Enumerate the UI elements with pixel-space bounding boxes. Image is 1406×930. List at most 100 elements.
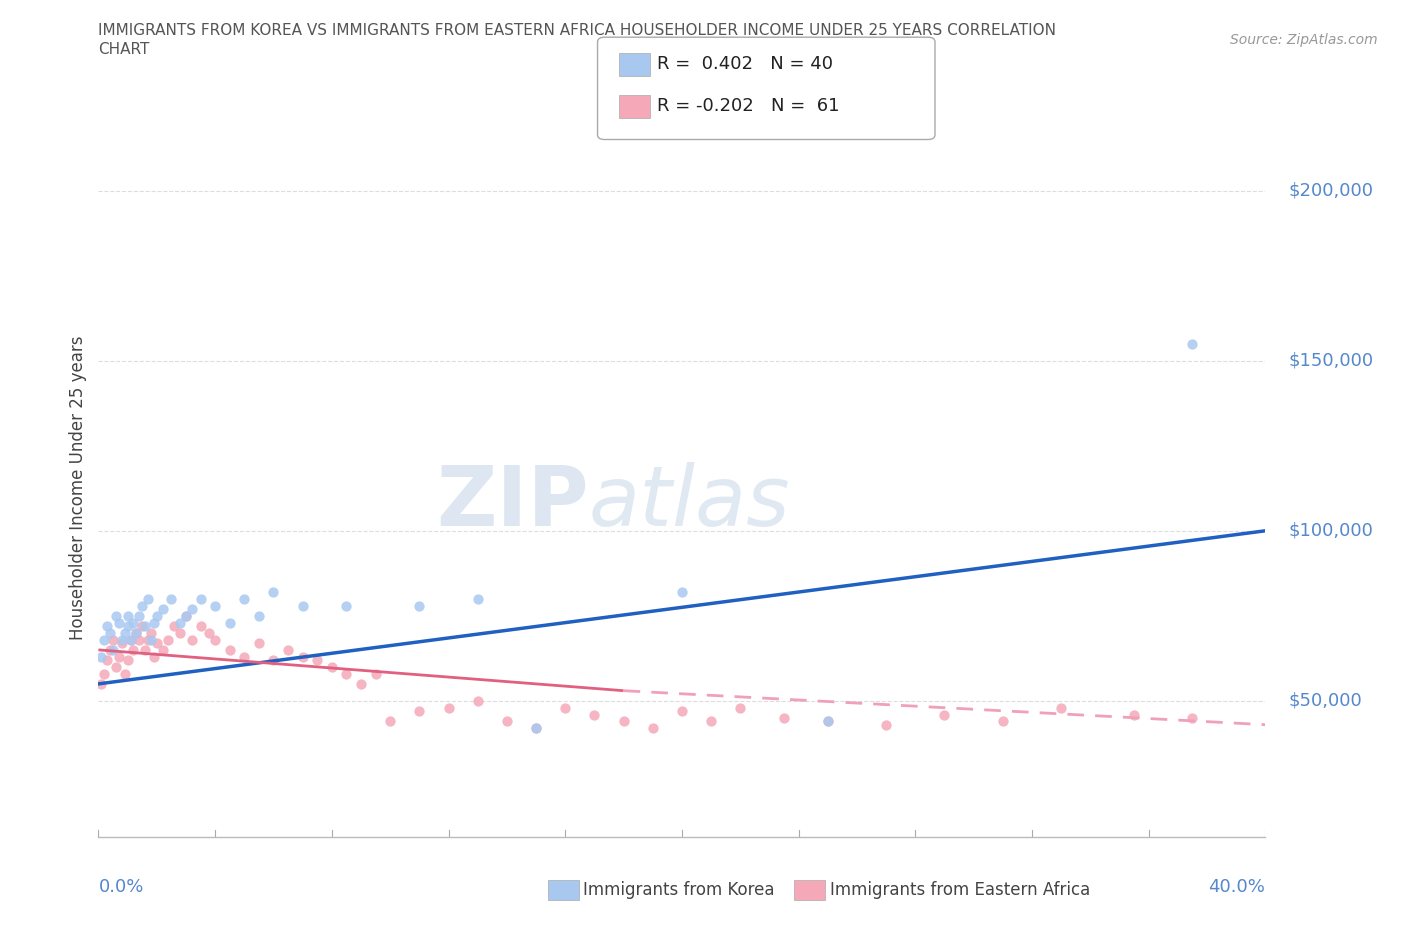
Text: ZIP: ZIP <box>436 461 589 543</box>
Point <box>96 618 118 633</box>
Point <box>583 707 606 722</box>
Point <box>934 707 956 722</box>
Point <box>142 616 165 631</box>
Point <box>277 643 299 658</box>
Point <box>128 608 150 623</box>
Point <box>96 653 118 668</box>
Point <box>104 659 127 674</box>
Text: R = -0.202   N =  61: R = -0.202 N = 61 <box>657 97 839 115</box>
Point <box>1123 707 1146 722</box>
Point <box>136 591 159 606</box>
Point <box>174 608 197 623</box>
Point <box>408 598 430 613</box>
Point <box>131 598 153 613</box>
Point <box>233 591 256 606</box>
Point <box>120 632 142 647</box>
Text: 40.0%: 40.0% <box>1209 878 1265 896</box>
Point <box>233 649 256 664</box>
Text: 0.0%: 0.0% <box>98 878 143 896</box>
Text: $100,000: $100,000 <box>1289 522 1374 539</box>
Point <box>262 653 284 668</box>
Point <box>817 714 839 729</box>
Point <box>291 649 314 664</box>
Point <box>152 643 174 658</box>
Point <box>671 704 693 719</box>
Point <box>134 643 156 658</box>
Point <box>467 591 489 606</box>
Point <box>335 666 357 681</box>
Text: $50,000: $50,000 <box>1289 692 1362 710</box>
Point <box>98 625 121 640</box>
Point <box>157 632 180 647</box>
Point <box>218 616 240 631</box>
Text: $150,000: $150,000 <box>1289 352 1374 369</box>
Text: R =  0.402   N = 40: R = 0.402 N = 40 <box>657 55 832 73</box>
Point <box>117 618 139 633</box>
Point <box>247 635 270 650</box>
Point <box>773 711 796 725</box>
Text: $200,000: $200,000 <box>1289 181 1374 200</box>
Point <box>817 714 839 729</box>
Point <box>180 602 202 617</box>
Point <box>117 653 139 668</box>
Point <box>204 598 226 613</box>
Point <box>142 649 165 664</box>
Point <box>139 632 162 647</box>
Point <box>122 616 145 631</box>
Point <box>190 618 212 633</box>
Point <box>125 625 148 640</box>
Point <box>101 643 124 658</box>
Point <box>204 632 226 647</box>
Point <box>111 635 134 650</box>
Point <box>117 608 139 623</box>
Point <box>1181 711 1204 725</box>
Point <box>180 632 202 647</box>
Point <box>291 598 314 613</box>
Point <box>125 625 148 640</box>
Point <box>641 721 664 736</box>
Point <box>139 625 162 640</box>
Point <box>160 591 183 606</box>
Text: CHART: CHART <box>98 42 150 57</box>
Point <box>93 666 115 681</box>
Point <box>90 676 112 691</box>
Point <box>146 635 169 650</box>
Point <box>612 714 634 729</box>
Point <box>991 714 1014 729</box>
Point <box>321 659 343 674</box>
Point <box>111 632 134 647</box>
Point <box>152 602 174 617</box>
Point <box>190 591 212 606</box>
Point <box>350 676 373 691</box>
Point <box>104 608 127 623</box>
Text: atlas: atlas <box>589 461 790 543</box>
Point <box>98 643 121 658</box>
Point <box>671 585 693 600</box>
Point <box>146 608 169 623</box>
Point <box>131 618 153 633</box>
Point <box>90 649 112 664</box>
Point <box>1050 700 1073 715</box>
Point <box>114 666 136 681</box>
Point <box>364 666 387 681</box>
Point <box>169 625 191 640</box>
Point <box>122 643 145 658</box>
Point <box>875 717 897 732</box>
Point <box>524 721 547 736</box>
Text: Source: ZipAtlas.com: Source: ZipAtlas.com <box>1230 33 1378 46</box>
Point <box>307 653 329 668</box>
Point <box>700 714 723 729</box>
Point <box>114 625 136 640</box>
Point <box>218 643 240 658</box>
Point <box>169 616 191 631</box>
Point <box>728 700 751 715</box>
Point <box>524 721 547 736</box>
Point <box>93 632 115 647</box>
Point <box>437 700 460 715</box>
Point <box>108 649 131 664</box>
Point <box>163 618 186 633</box>
Point <box>262 585 284 600</box>
Text: Immigrants from Korea: Immigrants from Korea <box>583 881 775 899</box>
Text: Immigrants from Eastern Africa: Immigrants from Eastern Africa <box>830 881 1090 899</box>
Point <box>495 714 517 729</box>
